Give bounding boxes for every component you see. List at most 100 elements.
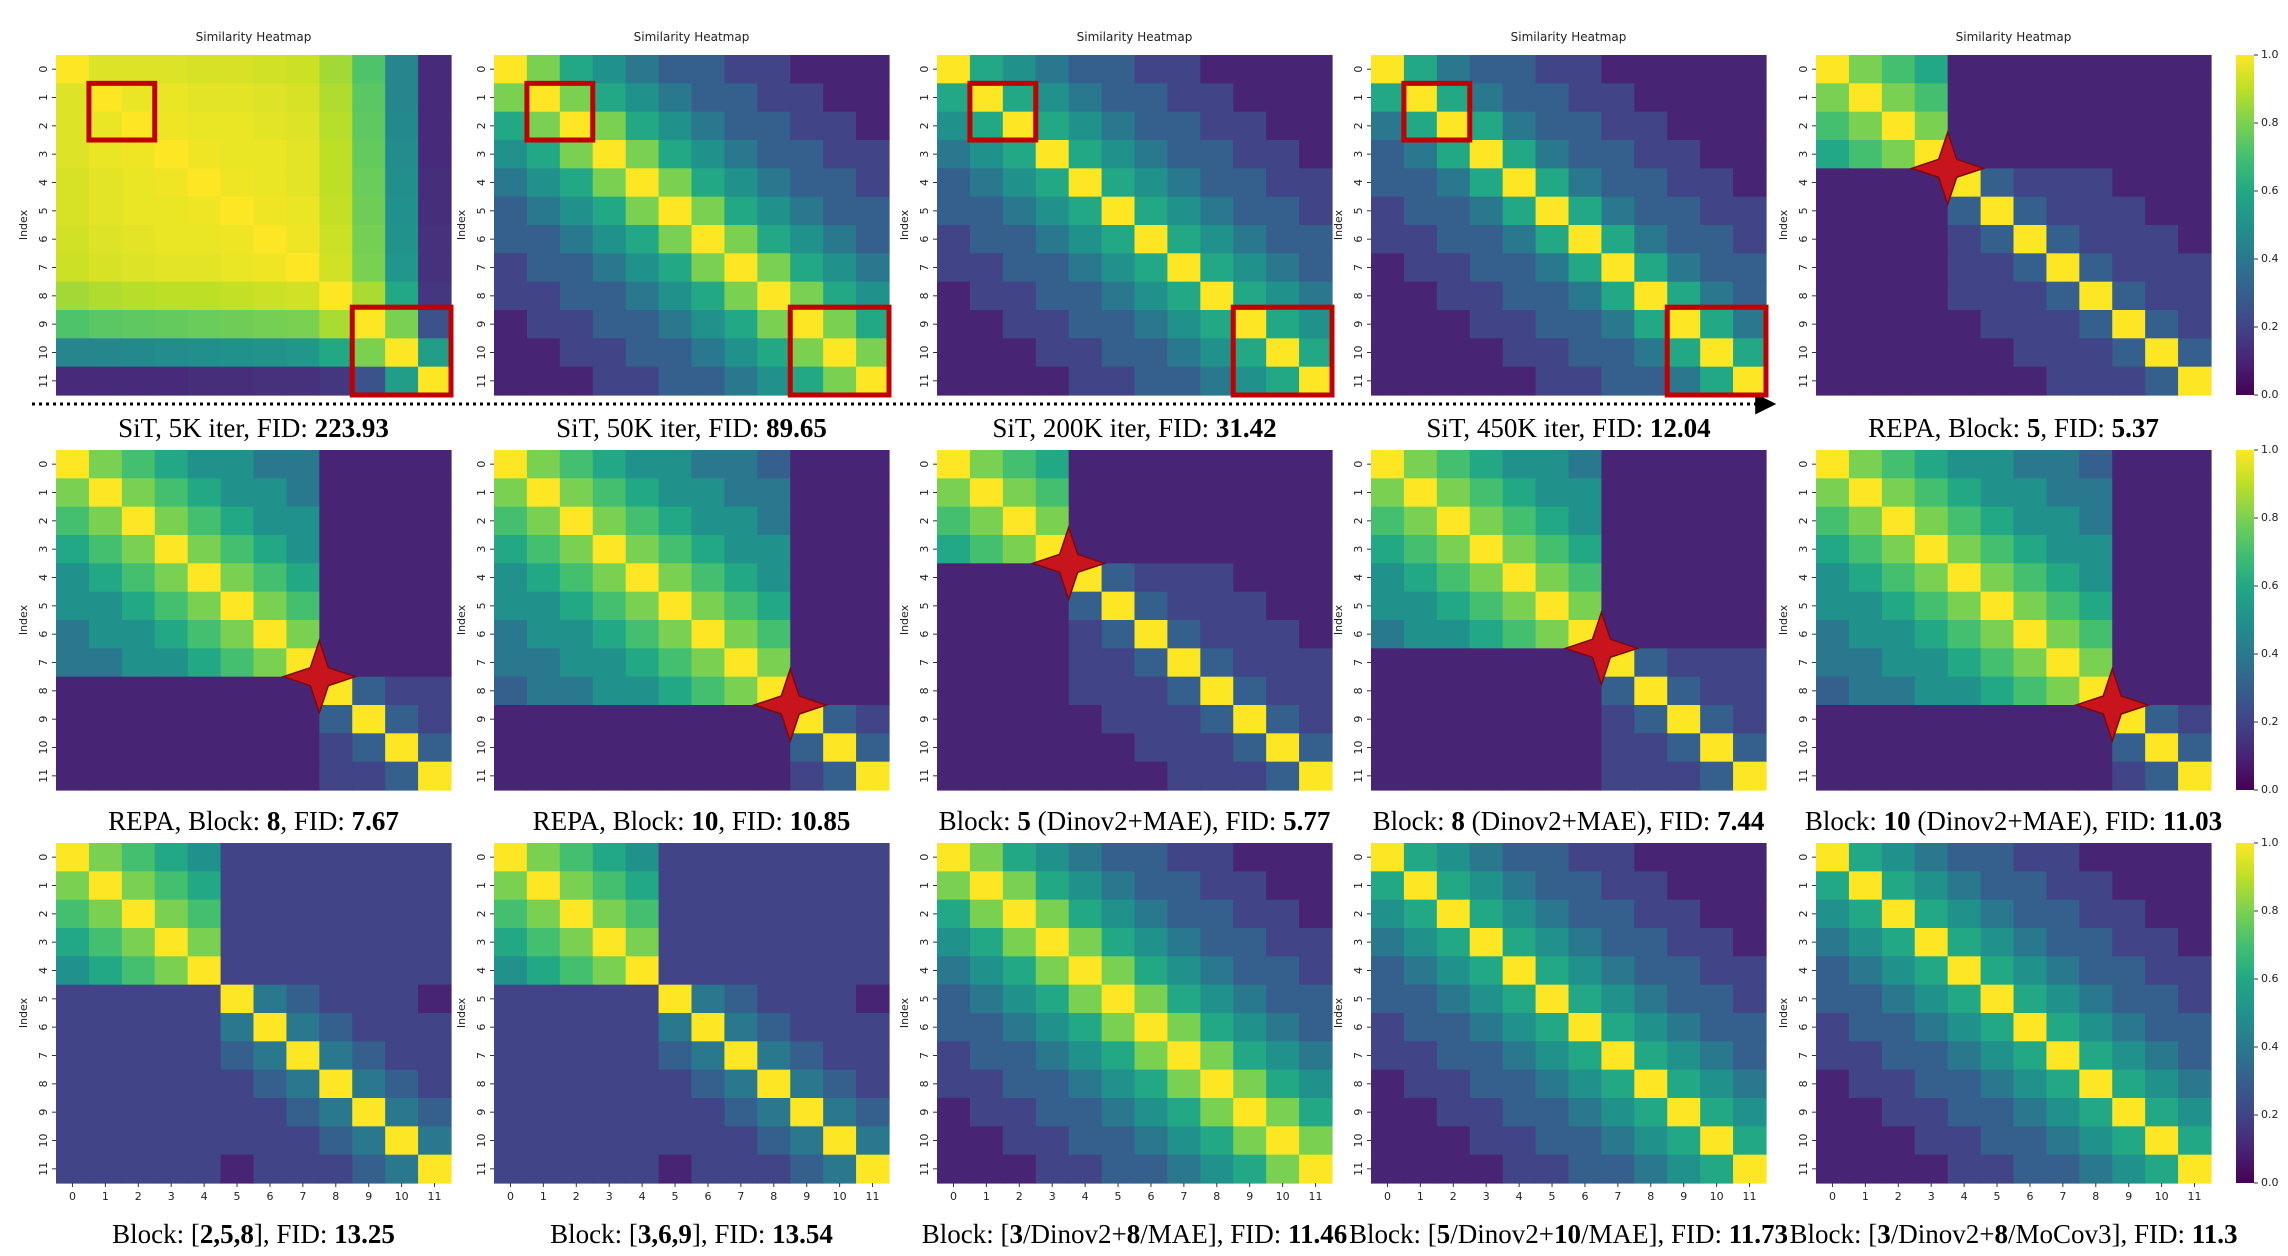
heatmap-cell [1068,225,1103,254]
heatmap-cell [1733,366,1767,396]
heatmap-cell [790,1013,824,1042]
heatmap-cell [691,1154,726,1184]
heatmap-cell [385,535,419,564]
heatmap-cell [319,196,353,226]
heatmap-cell [1233,1126,1267,1156]
x-tick-label: 3 [168,1190,175,1203]
panel-title: Similarity Heatmap [1511,30,1627,44]
y-tick-label: 5 [918,207,931,214]
heatmap-cell [2178,984,2212,1014]
heatmap-cell [1233,928,1267,957]
heatmap-cell [1002,620,1037,649]
heatmap-cell [559,168,594,198]
heatmap-cell [2079,168,2113,198]
heatmap-cell [1266,956,1300,986]
heatmap-cell [625,338,660,368]
heatmap-cell [2046,366,2080,396]
heatmap-cell [691,984,726,1014]
heatmap-cell [1403,506,1438,536]
y-tick-label: 10 [475,346,488,360]
heatmap-cell [1068,338,1103,368]
heatmap-cell [559,310,594,339]
x-tick-label: 5 [1994,1190,2001,1203]
heatmap-cell [2145,338,2179,368]
heatmap-cell [1101,1041,1136,1071]
heatmap-cell [88,1069,123,1099]
heatmap-cell [1233,1154,1267,1184]
caption-part: 5.77 [1283,806,1330,836]
heatmap-cell [1535,281,1570,311]
heatmap-cell [1371,1154,1405,1184]
heatmap-cell [1469,1069,1504,1099]
heatmap-cell [1733,535,1767,564]
heatmap-cell [2112,168,2146,198]
heatmap-cell [1816,899,1850,929]
y-tick-label: 6 [475,631,488,638]
heatmap-cell [526,55,561,84]
y-tick-label: 9 [1352,321,1365,328]
x-tick-label: 5 [234,1190,241,1203]
heatmap-cell [856,310,890,339]
heatmap-cell [1733,705,1767,734]
heatmap-cell [790,366,824,396]
heatmap-cell [757,253,791,283]
heatmap-cell [2145,984,2179,1014]
heatmap-cell [1167,83,1201,113]
heatmap-cell [220,1041,255,1071]
heatmap-cell [1535,83,1570,113]
heatmap-cell [319,1013,353,1042]
heatmap-cell [319,928,353,957]
heatmap-cell [2112,310,2146,339]
heatmap-cell [1634,620,1668,649]
highlight-box [1401,80,1473,143]
heatmap-cell [1101,761,1136,791]
heatmap-cell [385,478,419,508]
heatmap-cell [1947,450,1982,479]
heatmap-cell [691,1126,726,1156]
heatmap-cell [1568,140,1603,169]
heatmap-cell [220,733,255,763]
heatmap-cell [1167,168,1201,198]
heatmap-cell [352,1126,386,1156]
heatmap-cell [1601,478,1635,508]
heatmap-cell [1914,111,1949,141]
heatmap-cell [2046,648,2080,678]
heatmap-cell [856,111,890,141]
heatmap-cell [1634,733,1668,763]
heatmap-cell [1980,871,2015,901]
heatmap-cell [1266,676,1300,706]
heatmap-cell [790,83,824,113]
heatmap-cell [253,761,288,791]
heatmap-cell [187,253,222,283]
heatmap-cell [856,55,890,84]
heatmap-cell [352,1154,386,1184]
heatmap-cell [1601,733,1635,763]
heatmap-cell [253,563,288,593]
heatmap-cell [2046,843,2080,872]
heatmap-cell [1601,871,1635,901]
heatmap-cell [625,310,660,339]
heatmap-cell [937,591,971,621]
heatmap-cell [969,1041,1004,1071]
heatmap-cell [1881,55,1916,84]
heatmap-cell [1403,83,1438,113]
heatmap-cell [2178,676,2212,706]
y-tick-label: 3 [1352,151,1365,158]
heatmap-cell [1848,83,1883,113]
heatmap-cell [1980,1013,2015,1042]
heatmap-cell [691,899,726,929]
heatmap-cell [220,1013,255,1042]
heatmap-cell [88,1041,123,1071]
x-tick-label: 4 [1961,1190,1968,1203]
y-axis-label: Index [898,604,911,635]
heatmap-cell [1299,1098,1333,1127]
heatmap-cell [88,843,123,872]
heatmap-cell [1469,338,1504,368]
heatmap-cell [2046,591,2080,621]
heatmap-cell [1134,761,1169,791]
caption-part: /Dinov2+ [1891,1219,1995,1249]
heatmap-cell [969,168,1004,198]
heatmap-cell [1535,843,1570,872]
heatmap-cell [1403,871,1438,901]
heatmap-cell [220,843,255,872]
